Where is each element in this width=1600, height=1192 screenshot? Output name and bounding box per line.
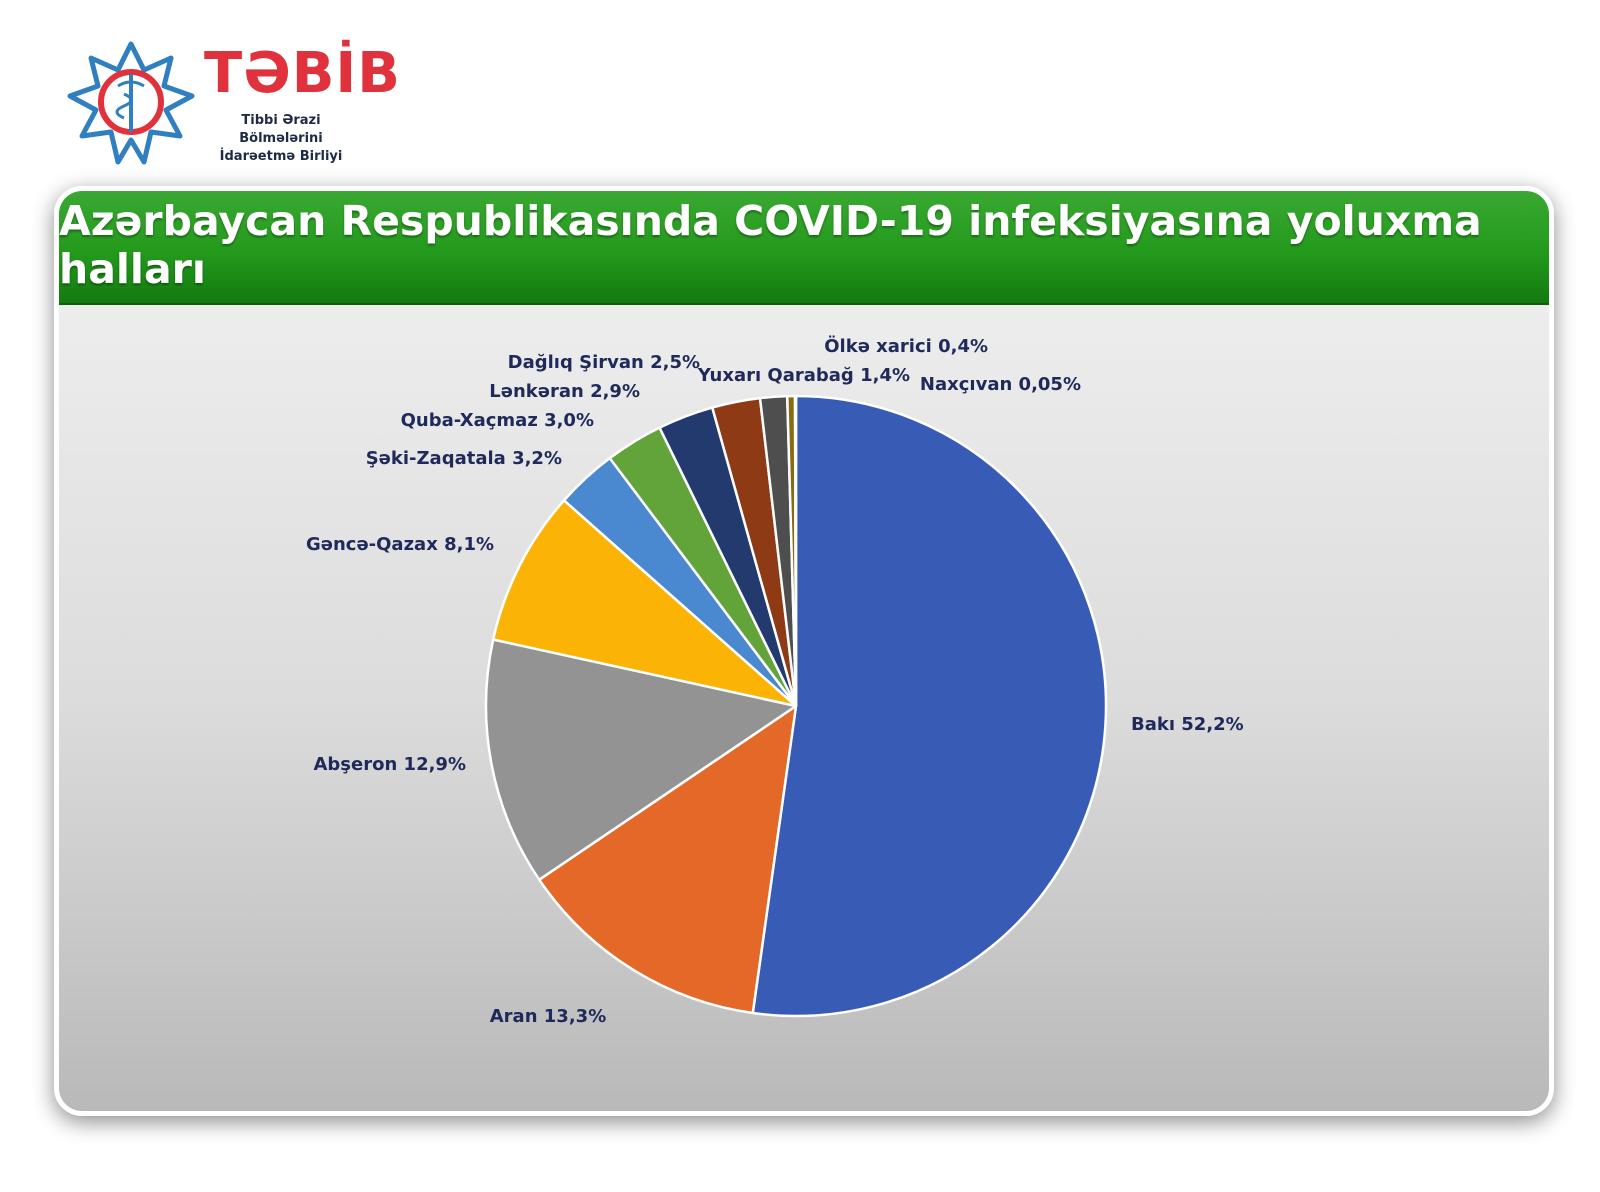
pie-slice	[751, 394, 1108, 1018]
logo-name: TƏBİB	[204, 41, 401, 106]
slice-label: Dağlıq Şirvan 2,5%	[508, 352, 700, 373]
slice-label: Aran 13,3%	[490, 1006, 606, 1027]
pie-slice	[793, 394, 798, 708]
slice-label: Yuxarı Qarabağ 1,4%	[697, 365, 910, 386]
chart-title: Azərbaycan Respublikasında COVID-19 infe…	[59, 197, 1482, 293]
panel-header	[59, 191, 1549, 305]
star-emblem-icon	[67, 41, 195, 165]
logo-subtitle: Tibbi Ərazi Bölmələrini İdarəetmə Birliy…	[206, 112, 356, 166]
pie-slice	[491, 499, 798, 708]
slice-label: Gəncə-Qazax 8,1%	[306, 534, 494, 555]
slice-label: Naxçıvan 0,05%	[920, 374, 1081, 395]
slice-label: Quba-Xaçmaz 3,0%	[401, 410, 594, 431]
slice-label: Bakı 52,2%	[1131, 714, 1244, 735]
tebib-logo: TƏBİB Tibbi Ərazi Bölmələrini İdarəetmə …	[66, 40, 400, 170]
pie-slice	[484, 638, 798, 881]
slice-label: Lənkəran 2,9%	[489, 381, 640, 402]
pie-slice	[538, 704, 798, 1015]
logo-subtitle-line1: Tibbi Ərazi Bölmələrini	[239, 113, 323, 146]
slice-label: Şəki-Zaqatala 3,2%	[366, 448, 562, 469]
logo-subtitle-line2: İdarəetmə Birliyi	[219, 149, 343, 164]
slice-label: Ölkə xarici 0,4%	[824, 335, 988, 357]
slice-label: Abşeron 12,9%	[313, 754, 466, 775]
